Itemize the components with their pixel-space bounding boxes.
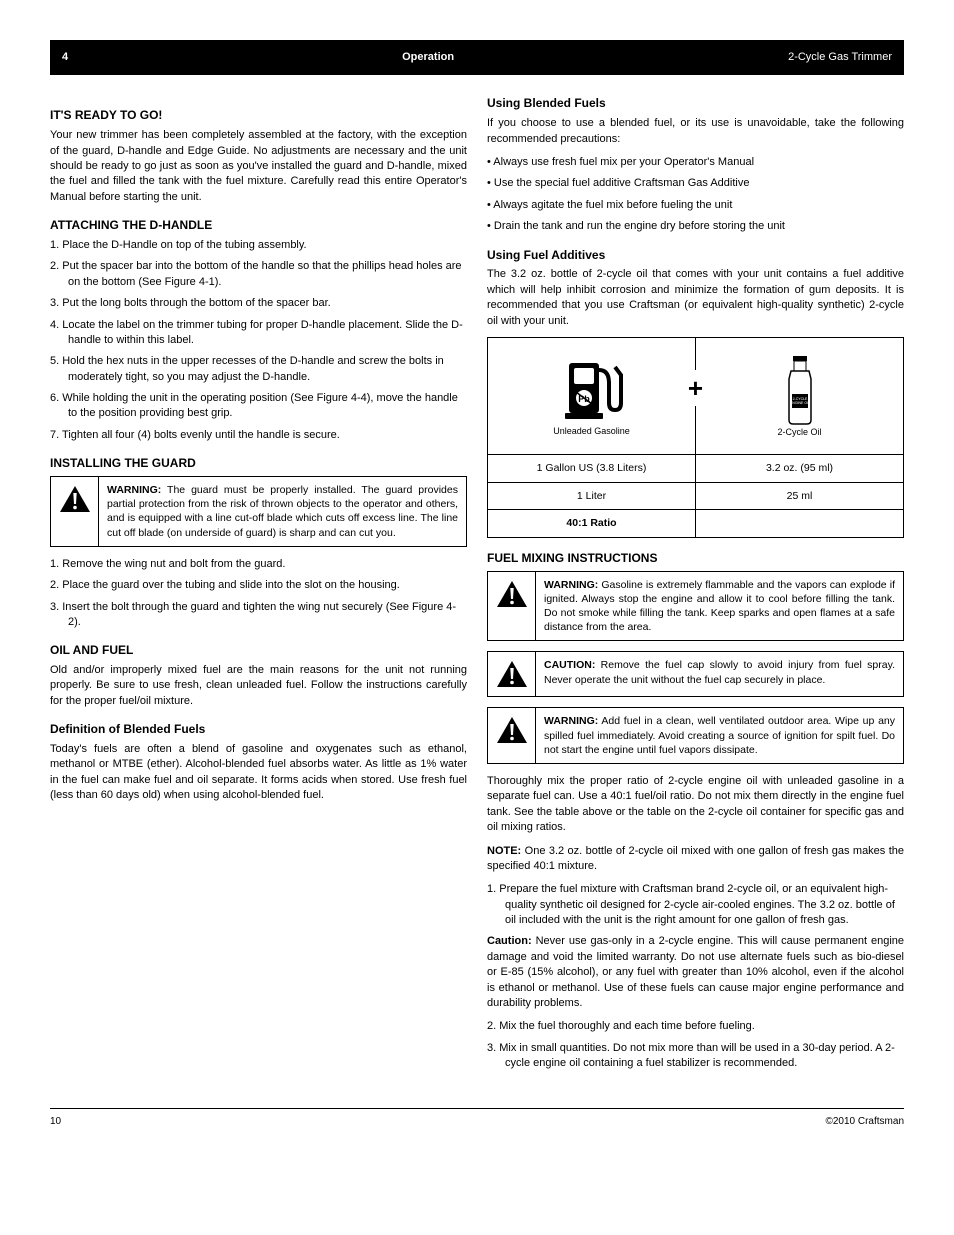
mix-cell-3l: 40:1 Ratio xyxy=(488,510,696,537)
warning-triangle-icon xyxy=(496,716,528,744)
warning-text-3: CAUTION: Remove the fuel cap slowly to a… xyxy=(536,652,903,696)
note-label: NOTE: xyxy=(487,845,521,857)
oil-label: 2-Cycle Oil xyxy=(777,428,821,438)
warning-icon-cell xyxy=(51,477,99,546)
mix-row-2: 1 Liter 25 ml xyxy=(488,482,903,510)
caution-fuel-cap: CAUTION: Remove the fuel cap slowly to a… xyxy=(487,651,904,697)
mix-cell-1l: 1 Gallon US (3.8 Liters) xyxy=(488,455,696,482)
left-column: IT'S READY TO GO! Your new trimmer has b… xyxy=(50,95,467,1077)
mix-cell-2r: 25 ml xyxy=(696,483,903,510)
step-7: 7. Tighten all four (4) bolts evenly unt… xyxy=(50,428,467,443)
warning-icon-cell-2 xyxy=(488,572,536,641)
warn-label-4: WARNING: xyxy=(544,715,598,727)
heading-ready: IT'S READY TO GO! xyxy=(50,107,467,124)
mix-cell-2l: 1 Liter xyxy=(488,483,696,510)
caution2-label: Caution: xyxy=(487,935,532,947)
mix-cell-3r xyxy=(696,510,903,537)
step-3: 3. Put the long bolts through the bottom… xyxy=(50,296,467,311)
mix-cell-1r: 3.2 oz. (95 ml) xyxy=(696,455,903,482)
gas-label: Unleaded Gasoline xyxy=(553,427,630,437)
step-5: 5. Hold the hex nuts in the upper recess… xyxy=(50,354,467,385)
section-number: 4 xyxy=(62,50,68,65)
warning-guard: WARNING: The guard must be properly inst… xyxy=(50,476,467,547)
step-1: 1. Place the D-Handle on top of the tubi… xyxy=(50,238,467,253)
fuel-step-2: 2. Mix the fuel thoroughly and each time… xyxy=(487,1019,904,1034)
bullet-2: • Use the special fuel additive Craftsma… xyxy=(487,176,904,191)
warn-label-3: CAUTION: xyxy=(544,659,595,671)
guard-step-1: 1. Remove the wing nut and bolt from the… xyxy=(50,557,467,572)
product-name: 2-Cycle Gas Trimmer xyxy=(788,50,892,65)
warn-label: WARNING: xyxy=(107,484,161,496)
page-footer: 10 ©2010 Craftsman xyxy=(50,1108,904,1129)
section-title: Operation xyxy=(402,50,454,65)
bullet-1: • Always use fresh fuel mix per your Ope… xyxy=(487,155,904,170)
bullet-4: • Drain the tank and run the engine dry … xyxy=(487,219,904,234)
gas-pump-icon: Pb xyxy=(557,355,627,425)
mix-row-1: 1 Gallon US (3.8 Liters) 3.2 oz. (95 ml) xyxy=(488,454,903,482)
para-additives: The 3.2 oz. bottle of 2-cycle oil that c… xyxy=(487,267,904,329)
svg-text:ENGINE OIL: ENGINE OIL xyxy=(789,401,809,405)
bullet-3: • Always agitate the fuel mix before fue… xyxy=(487,198,904,213)
mix-header-oil: 2-CYCLE ENGINE OIL 2-Cycle Oil xyxy=(696,338,903,454)
heading-blended: Definition of Blended Fuels xyxy=(50,721,467,738)
heading-dhandle: ATTACHING THE D-HANDLE xyxy=(50,217,467,234)
warning-ventilated: WARNING: Add fuel in a clean, well venti… xyxy=(487,707,904,764)
fuel-step-1: 1. Prepare the fuel mixture with Craftsm… xyxy=(487,882,904,928)
mix-header-gas: Pb Unleaded Gasoline xyxy=(488,338,696,454)
para-mix-ratio: Thoroughly mix the proper ratio of 2-cyc… xyxy=(487,774,904,836)
warning-triangle-icon xyxy=(496,580,528,608)
step-4: 4. Locate the label on the trimmer tubin… xyxy=(50,318,467,349)
para-ready: Your new trimmer has been completely ass… xyxy=(50,128,467,205)
warning-triangle-icon xyxy=(496,660,528,688)
note-mix: NOTE: One 3.2 oz. bottle of 2-cycle oil … xyxy=(487,844,904,875)
heading-fuel-mixing: FUEL MIXING INSTRUCTIONS xyxy=(487,550,904,567)
mix-header-wrap: + Pb Unleaded Gasoline xyxy=(488,338,903,454)
warning-icon-cell-3 xyxy=(488,652,536,696)
fuel-step-3: 3. Mix in small quantities. Do not mix m… xyxy=(487,1041,904,1072)
page-number: 10 xyxy=(50,1115,61,1129)
warning-icon-cell-4 xyxy=(488,708,536,763)
plus-icon: + xyxy=(684,370,707,406)
mix-row-3: 40:1 Ratio xyxy=(488,509,903,537)
step-6: 6. While holding the unit in the operati… xyxy=(50,391,467,422)
warning-text: WARNING: The guard must be properly inst… xyxy=(99,477,466,546)
para-blended: Today's fuels are often a blend of gasol… xyxy=(50,742,467,804)
caution2-text: Never use gas-only in a 2-cycle engine. … xyxy=(487,935,904,1009)
heading-using-blended: Using Blended Fuels xyxy=(487,95,904,112)
para-using-blended: If you choose to use a blended fuel, or … xyxy=(487,116,904,147)
caution-gas-only: Caution: Never use gas-only in a 2-cycle… xyxy=(487,934,904,1011)
warn-body-3: Remove the fuel cap slowly to avoid inju… xyxy=(544,659,895,685)
warning-text-2: WARNING: Gasoline is extremely flammable… xyxy=(536,572,903,641)
warning-text-4: WARNING: Add fuel in a clean, well venti… xyxy=(536,708,903,763)
oil-bottle-icon: 2-CYCLE ENGINE OIL xyxy=(784,354,816,426)
warning-triangle-icon xyxy=(59,485,91,513)
step-2: 2. Put the spacer bar into the bottom of… xyxy=(50,259,467,290)
section-header-bar: 4 Operation 2-Cycle Gas Trimmer xyxy=(50,40,904,75)
warn-label-2: WARNING: xyxy=(544,579,598,591)
content-columns: IT'S READY TO GO! Your new trimmer has b… xyxy=(50,95,904,1077)
heading-additives: Using Fuel Additives xyxy=(487,247,904,264)
warning-gasoline: WARNING: Gasoline is extremely flammable… xyxy=(487,571,904,642)
guard-step-3: 3. Insert the bolt through the guard and… xyxy=(50,600,467,631)
note-text: One 3.2 oz. bottle of 2-cycle oil mixed … xyxy=(487,845,904,872)
fuel-mix-table: + Pb Unleaded Gasoline xyxy=(487,337,904,538)
heading-oil-fuel: OIL AND FUEL xyxy=(50,642,467,659)
copyright: ©2010 Craftsman xyxy=(825,1115,904,1129)
para-oil-fuel: Old and/or improperly mixed fuel are the… xyxy=(50,663,467,709)
right-column: Using Blended Fuels If you choose to use… xyxy=(487,95,904,1077)
guard-step-2: 2. Place the guard over the tubing and s… xyxy=(50,578,467,593)
heading-guard: INSTALLING THE GUARD xyxy=(50,455,467,472)
